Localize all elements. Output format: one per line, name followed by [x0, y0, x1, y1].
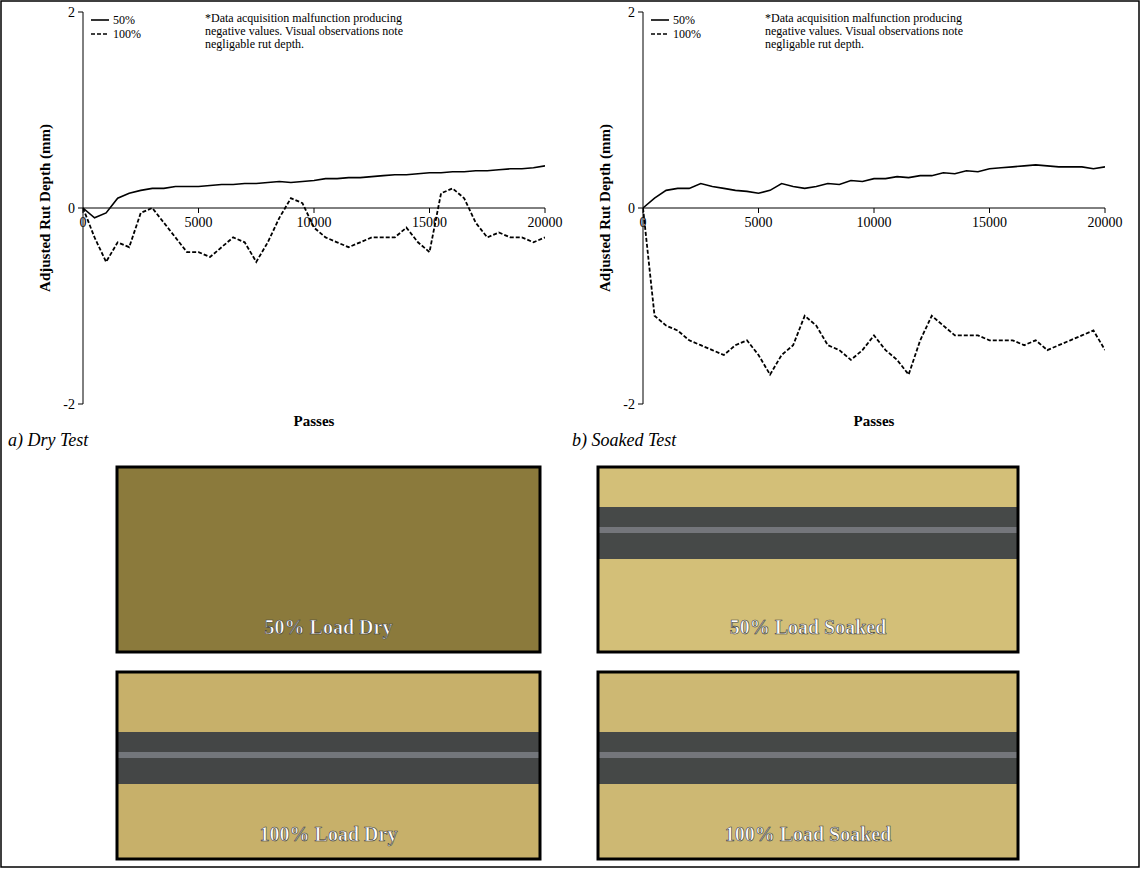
photo-frame: [598, 672, 1018, 859]
y-tick: [78, 208, 83, 209]
x-tick-label: 5000: [745, 215, 773, 230]
figure: -2 0 2 0 5000 10000 15000 20000 Passes Adjusted R…: [0, 0, 1141, 869]
legend-label: 100%: [673, 27, 701, 41]
legend-swatch: [91, 19, 109, 21]
photo-ground: [598, 467, 1018, 652]
photo: 100% Load Dry: [117, 672, 540, 859]
figure-frame: [1, 1, 1139, 867]
legend-swatch: [651, 33, 669, 35]
photo-label: 100% Load Dry: [260, 823, 398, 846]
photo: 50% Load Soaked: [598, 467, 1018, 652]
x-tick: [198, 208, 199, 213]
x-tick: [758, 208, 759, 213]
x-tick-label: 10000: [857, 215, 892, 230]
wheel-track-line: [598, 527, 1018, 533]
photo-frame: [117, 467, 540, 652]
panel-caption: a) Dry Test: [8, 430, 89, 451]
y-tick: [638, 404, 643, 405]
annotation-line: negative values. Visual observations not…: [765, 24, 963, 38]
y-tick-label: -2: [63, 397, 75, 412]
y-tick: [638, 12, 643, 13]
annotation: *Data acquisition malfunction producingn…: [765, 11, 963, 51]
annotation-line: negative values. Visual observations not…: [205, 24, 403, 38]
photo-label: 50% Load Dry: [265, 616, 393, 639]
y-tick-label: 0: [628, 201, 635, 216]
y-axis-title: Adjusted Rut Depth (mm): [597, 124, 614, 292]
series-line: [83, 188, 545, 262]
photo-label: 100% Load Soaked: [725, 823, 892, 845]
photo-ground: [598, 672, 1018, 859]
plot-lines: [83, 166, 545, 262]
y-tick: [78, 404, 83, 405]
y-axis-title: Adjusted Rut Depth (mm): [37, 124, 54, 292]
photo-frame: [117, 672, 540, 859]
annotation: *Data acquisition malfunction producingn…: [205, 11, 403, 51]
x-tick: [989, 208, 990, 213]
y-tick-label: -2: [623, 397, 635, 412]
panel-caption: b) Soaked Test: [572, 430, 677, 451]
x-tick-label: 15000: [412, 215, 447, 230]
chart-panel: -20205000100001500020000PassesAdjusted R…: [572, 5, 1123, 451]
legend-swatch: [651, 19, 669, 21]
x-tick: [429, 208, 430, 213]
annotation-line: negligable rut depth.: [765, 37, 864, 51]
x-tick: [1105, 208, 1106, 213]
y-tick: [638, 208, 643, 209]
wheel-track: [598, 732, 1018, 784]
y-tick-label: 2: [628, 5, 635, 20]
y-tick: [78, 12, 83, 13]
legend-label: 50%: [113, 13, 135, 27]
photo-frame: [598, 467, 1018, 652]
photo: 100% Load Soaked: [598, 672, 1018, 859]
legend-swatch: [91, 33, 109, 35]
y-tick-label: 0: [68, 201, 75, 216]
annotation-line: negligable rut depth.: [205, 37, 304, 51]
x-tick-label: 20000: [528, 215, 563, 230]
wheel-track: [598, 507, 1018, 559]
series-line: [83, 166, 545, 218]
x-tick: [874, 208, 875, 213]
x-axis-title: Passes: [854, 413, 895, 429]
y-tick-label: 2: [68, 5, 75, 20]
photo: 50% Load Dry: [117, 467, 540, 652]
wheel-track: [117, 732, 540, 784]
annotation-line: *Data acquisition malfunction producing: [765, 11, 962, 25]
photo-ground: [117, 672, 540, 859]
photo-label: 50% Load Soaked: [730, 616, 887, 638]
x-axis-title: Passes: [294, 413, 335, 429]
series-line: [643, 208, 1105, 375]
annotation-line: *Data acquisition malfunction producing: [205, 11, 402, 25]
chart-panel: -2 0 2 0 5000 10000 15000 20000 Passes Adjusted R…: [8, 5, 563, 451]
x-tick-label: 5000: [185, 215, 213, 230]
plot-lines: [643, 165, 1105, 375]
x-tick: [314, 208, 315, 213]
wheel-track-line: [117, 752, 540, 758]
x-tick-label: 15000: [972, 215, 1007, 230]
legend-label: 100%: [113, 27, 141, 41]
wheel-track-line: [598, 752, 1018, 758]
x-tick: [545, 208, 546, 213]
photo-ground: [117, 467, 540, 652]
x-tick-label: 20000: [1088, 215, 1123, 230]
x-tick-label: 10000: [297, 215, 332, 230]
x-tick-label: 0: [80, 215, 87, 230]
series-line: [643, 165, 1105, 208]
legend-label: 50%: [673, 13, 695, 27]
